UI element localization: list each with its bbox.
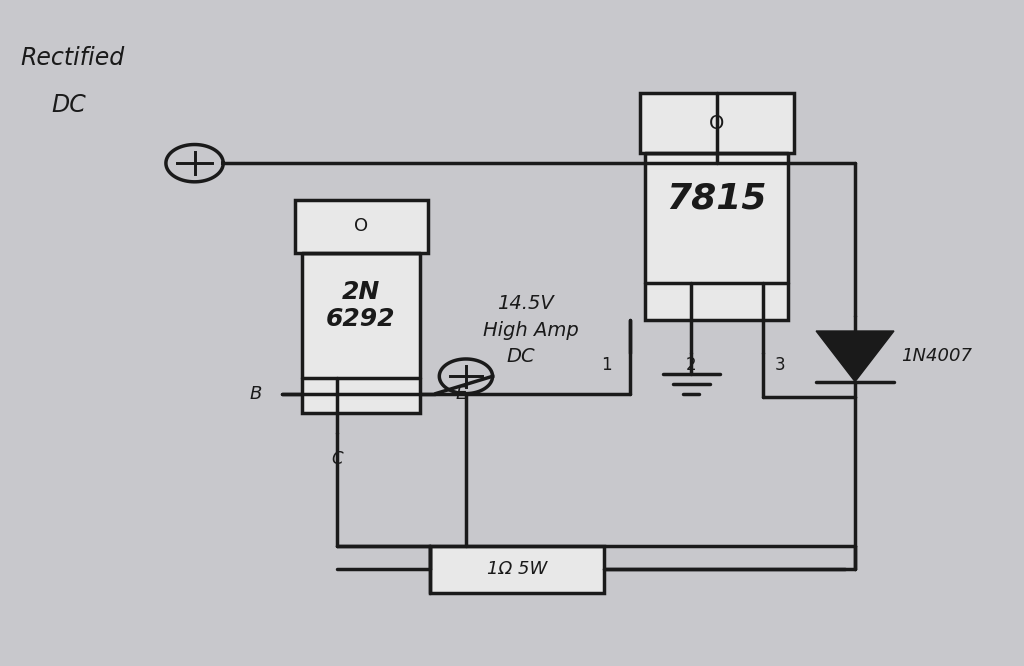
Text: DC: DC (51, 93, 86, 117)
Bar (295, 200, 428, 253)
Text: O: O (354, 217, 369, 236)
Polygon shape (816, 331, 894, 382)
Text: DC: DC (507, 347, 536, 366)
Text: High Amp: High Amp (483, 320, 580, 340)
Text: 1N4007: 1N4007 (901, 347, 972, 366)
Bar (640, 93, 794, 153)
Text: 2N
6292: 2N 6292 (327, 280, 395, 331)
Text: 1Ω 5W: 1Ω 5W (487, 560, 547, 579)
Text: B: B (250, 385, 262, 403)
Text: 3: 3 (775, 356, 785, 374)
Bar (302, 253, 420, 413)
Text: E: E (455, 385, 467, 403)
Text: 14.5V: 14.5V (497, 294, 553, 313)
Text: C: C (332, 450, 343, 468)
Bar (645, 153, 788, 320)
Text: O: O (709, 114, 725, 133)
Text: 7815: 7815 (667, 181, 767, 215)
Bar (430, 546, 604, 593)
Text: 2: 2 (686, 356, 696, 374)
Text: 1: 1 (601, 356, 611, 374)
Text: Rectified: Rectified (20, 46, 125, 70)
